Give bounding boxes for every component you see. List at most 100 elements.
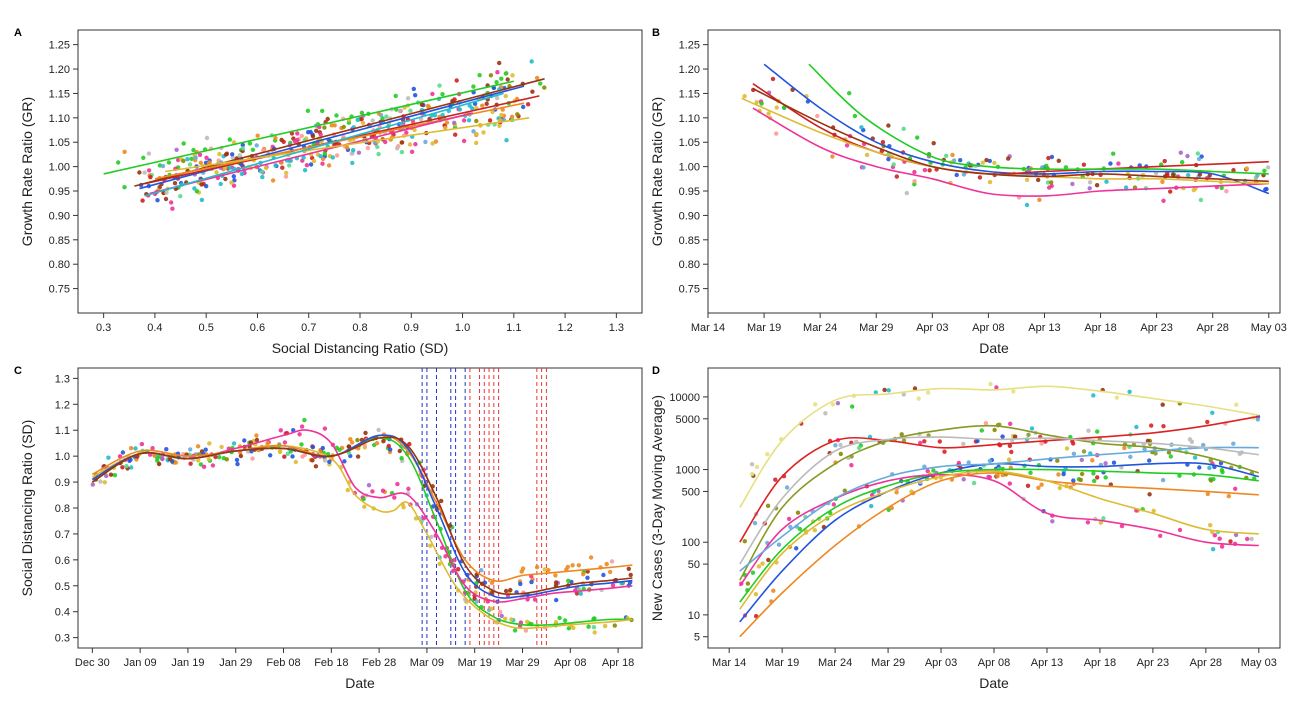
data-point bbox=[1122, 445, 1127, 451]
data-point bbox=[1081, 162, 1087, 167]
data-point bbox=[117, 454, 123, 459]
data-point bbox=[515, 112, 520, 117]
data-point bbox=[234, 457, 240, 463]
y-tick-label: 0.7 bbox=[55, 529, 70, 541]
data-point bbox=[770, 76, 776, 82]
x-tick-label: 1.2 bbox=[557, 322, 572, 334]
data-point bbox=[477, 73, 482, 78]
data-point bbox=[950, 152, 955, 158]
data-point bbox=[1128, 454, 1133, 459]
data-point bbox=[164, 190, 169, 195]
data-point bbox=[1197, 465, 1202, 470]
data-point bbox=[1039, 441, 1044, 446]
x-tick-label: 0.9 bbox=[404, 322, 419, 334]
data-point bbox=[287, 163, 292, 168]
data-point bbox=[124, 463, 129, 469]
data-point bbox=[1249, 536, 1254, 542]
data-point bbox=[474, 131, 479, 137]
data-point bbox=[361, 496, 366, 502]
data-point bbox=[278, 428, 283, 433]
data-point bbox=[1007, 481, 1012, 486]
data-point bbox=[337, 447, 342, 452]
y-tick-label: 0.80 bbox=[679, 259, 700, 271]
data-point bbox=[142, 170, 147, 175]
data-point bbox=[474, 140, 479, 146]
data-point bbox=[842, 488, 847, 493]
x-axis-label: Date bbox=[979, 340, 1009, 356]
data-point bbox=[1178, 150, 1184, 155]
data-point bbox=[931, 468, 936, 473]
data-point bbox=[399, 456, 404, 461]
data-point bbox=[310, 458, 315, 463]
data-point bbox=[1063, 165, 1069, 170]
data-point bbox=[856, 445, 862, 451]
series-line-fit-blue bbox=[139, 85, 525, 190]
data-point bbox=[1255, 417, 1261, 422]
data-point bbox=[320, 445, 325, 451]
data-point bbox=[1028, 470, 1033, 475]
data-point bbox=[784, 485, 790, 490]
series-line-gold bbox=[91, 444, 633, 630]
data-point bbox=[610, 583, 616, 588]
y-tick-label: 1.10 bbox=[49, 113, 70, 125]
y-tick-label: 0.75 bbox=[679, 284, 700, 296]
series-line-pink bbox=[752, 107, 1269, 197]
data-point bbox=[223, 152, 229, 157]
data-point bbox=[260, 174, 265, 180]
data-point bbox=[1024, 202, 1030, 208]
data-point bbox=[282, 454, 287, 459]
x-tick-label: Mar 24 bbox=[818, 657, 852, 669]
data-point bbox=[1177, 473, 1182, 478]
data-point bbox=[310, 444, 316, 450]
data-point bbox=[428, 543, 433, 548]
series-line-brown bbox=[91, 436, 633, 596]
data-point bbox=[295, 131, 300, 136]
x-tick-label: Mar 09 bbox=[410, 657, 444, 669]
y-axis-label: Growth Rate Ratio (GR) bbox=[649, 97, 665, 246]
data-point bbox=[1049, 154, 1055, 160]
data-point bbox=[1201, 442, 1206, 448]
data-point bbox=[1208, 523, 1213, 528]
data-point bbox=[1026, 432, 1031, 437]
y-tick-label: 1.00 bbox=[49, 162, 70, 174]
data-point bbox=[1071, 478, 1076, 483]
x-tick-label: May 03 bbox=[1241, 657, 1277, 669]
data-point bbox=[1071, 451, 1077, 456]
data-point bbox=[474, 118, 479, 124]
data-point bbox=[1160, 402, 1165, 407]
data-point bbox=[1036, 177, 1041, 183]
data-point bbox=[419, 102, 425, 107]
data-point bbox=[325, 116, 330, 122]
data-point bbox=[1114, 395, 1120, 400]
data-point bbox=[375, 144, 380, 150]
data-point bbox=[1219, 185, 1224, 191]
data-point bbox=[525, 619, 530, 624]
data-point bbox=[334, 113, 339, 118]
data-point bbox=[1039, 482, 1044, 487]
plot-area bbox=[90, 368, 634, 648]
data-point bbox=[1160, 477, 1166, 483]
data-point bbox=[886, 388, 891, 393]
data-point bbox=[452, 120, 457, 126]
data-point bbox=[1217, 536, 1222, 541]
data-point bbox=[754, 464, 760, 470]
x-tick-label: 0.8 bbox=[352, 322, 367, 334]
data-point bbox=[452, 558, 457, 563]
data-point bbox=[214, 170, 219, 175]
data-point bbox=[1207, 465, 1212, 471]
data-point bbox=[363, 430, 368, 436]
data-point bbox=[753, 592, 759, 597]
data-point bbox=[786, 516, 792, 522]
data-point bbox=[504, 138, 509, 143]
data-point bbox=[901, 392, 906, 397]
data-point bbox=[374, 441, 380, 446]
data-point bbox=[1103, 461, 1108, 466]
data-point bbox=[1234, 402, 1239, 407]
y-tick-label: 0.90 bbox=[49, 210, 70, 222]
series-line-blue bbox=[763, 63, 1270, 195]
data-point bbox=[122, 185, 127, 190]
data-point bbox=[1006, 156, 1011, 161]
x-tick-label: Apr 13 bbox=[1028, 322, 1060, 334]
data-point bbox=[348, 437, 353, 442]
data-point bbox=[1220, 469, 1225, 475]
